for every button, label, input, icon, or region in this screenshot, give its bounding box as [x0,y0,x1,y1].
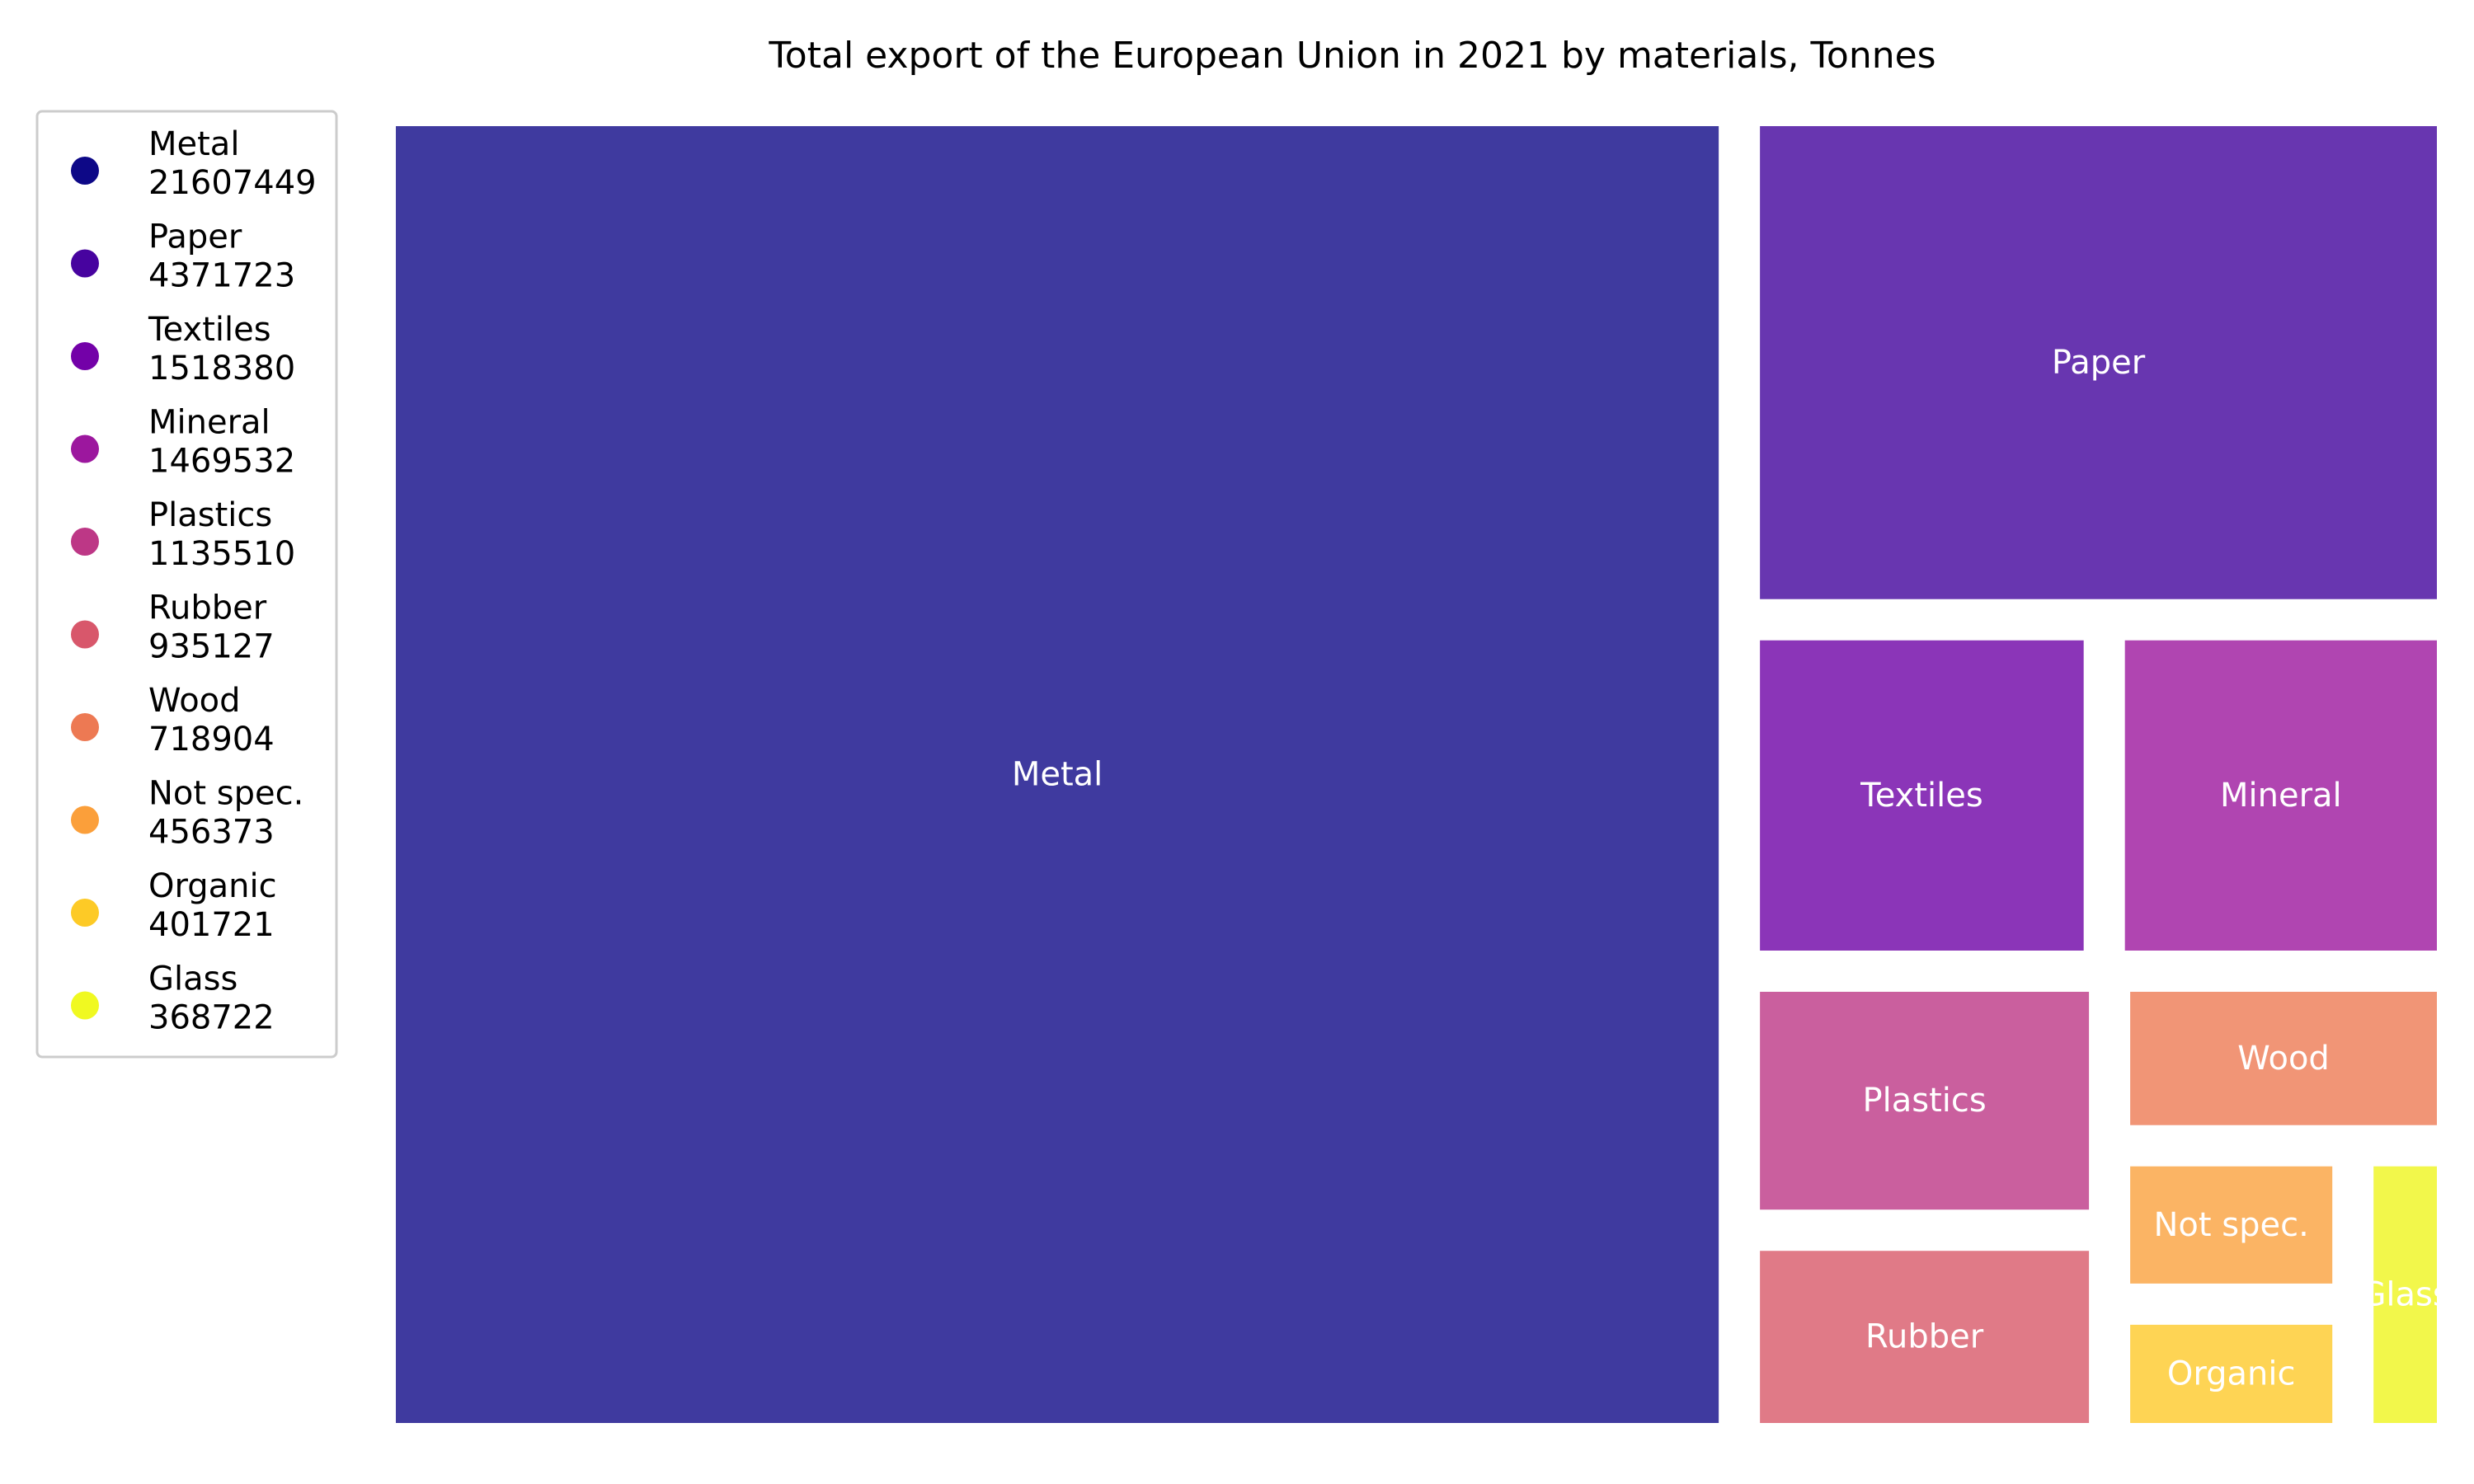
legend-value-textiles: 1518380 [148,350,295,387]
tile-organic [2130,1324,2333,1423]
tile-label-glass: Glass [2360,1275,2449,1313]
legend-label-glass: Glass [148,960,238,998]
legend-label-not-spec: Not spec. [148,775,303,813]
legend-marker-glass [71,991,99,1020]
tile-label-metal: Metal [1012,756,1103,794]
tile-paper [1760,126,2437,599]
tile-label-organic: Organic [2167,1355,2296,1392]
tile-glass [2373,1166,2437,1423]
tile-label-not-spec: Not spec. [2153,1206,2308,1244]
tile-label-rubber: Rubber [1865,1318,1984,1356]
tile-textiles [1760,640,2084,951]
legend-value-paper: 4371723 [148,257,295,295]
legend-label-mineral: Mineral [148,404,270,442]
legend-marker-organic [71,899,99,927]
legend-label-metal: Metal [148,125,239,163]
tile-mineral [2124,640,2437,951]
legend-value-wood: 718904 [148,721,275,758]
legend-value-mineral: 1469532 [148,443,295,481]
legend-value-metal: 21607449 [148,164,317,202]
tile-label-plastics: Plastics [1863,1082,1987,1120]
treemap-tiles: Metal Paper Textiles Mineral Plastics Rubber W… [396,126,2450,1423]
legend-label-wood: Wood [148,682,241,720]
tile-metal [396,126,1719,1423]
tile-rubber [1760,1251,2090,1423]
tile-label-textiles: Textiles [1860,777,1983,815]
tile-plastics [1760,991,2090,1210]
tile-label-mineral: Mineral [2220,777,2342,815]
legend-marker-rubber [71,620,99,649]
legend-label-paper: Paper [148,218,242,256]
tile-label-paper: Paper [2052,344,2146,382]
legend-marker-metal [71,157,99,185]
legend-marker-paper [71,249,99,278]
chart-title: Total export of the European Union in 20… [768,35,1935,77]
legend-marker-plastics [71,528,99,556]
legend-value-rubber: 935127 [148,628,275,666]
tile-wood [2130,991,2437,1125]
legend-marker-wood [71,713,99,741]
legend-value-plastics: 1135510 [148,535,295,573]
legend-value-not-spec: 456373 [148,814,275,852]
legend-label-rubber: Rubber [148,589,267,627]
legend-value-organic: 401721 [148,906,275,944]
legend-marker-mineral [71,434,99,463]
legend-label-plastics: Plastics [148,496,272,534]
legend-marker-not-spec [71,805,99,834]
legend-box [35,110,338,1059]
legend-value-glass: 368722 [148,999,275,1037]
legend-marker-textiles [71,342,99,370]
legend-label-organic: Organic [148,867,277,905]
legend-label-textiles: Textiles [148,311,271,349]
tile-not-spec [2130,1166,2333,1284]
tile-label-wood: Wood [2237,1040,2330,1078]
